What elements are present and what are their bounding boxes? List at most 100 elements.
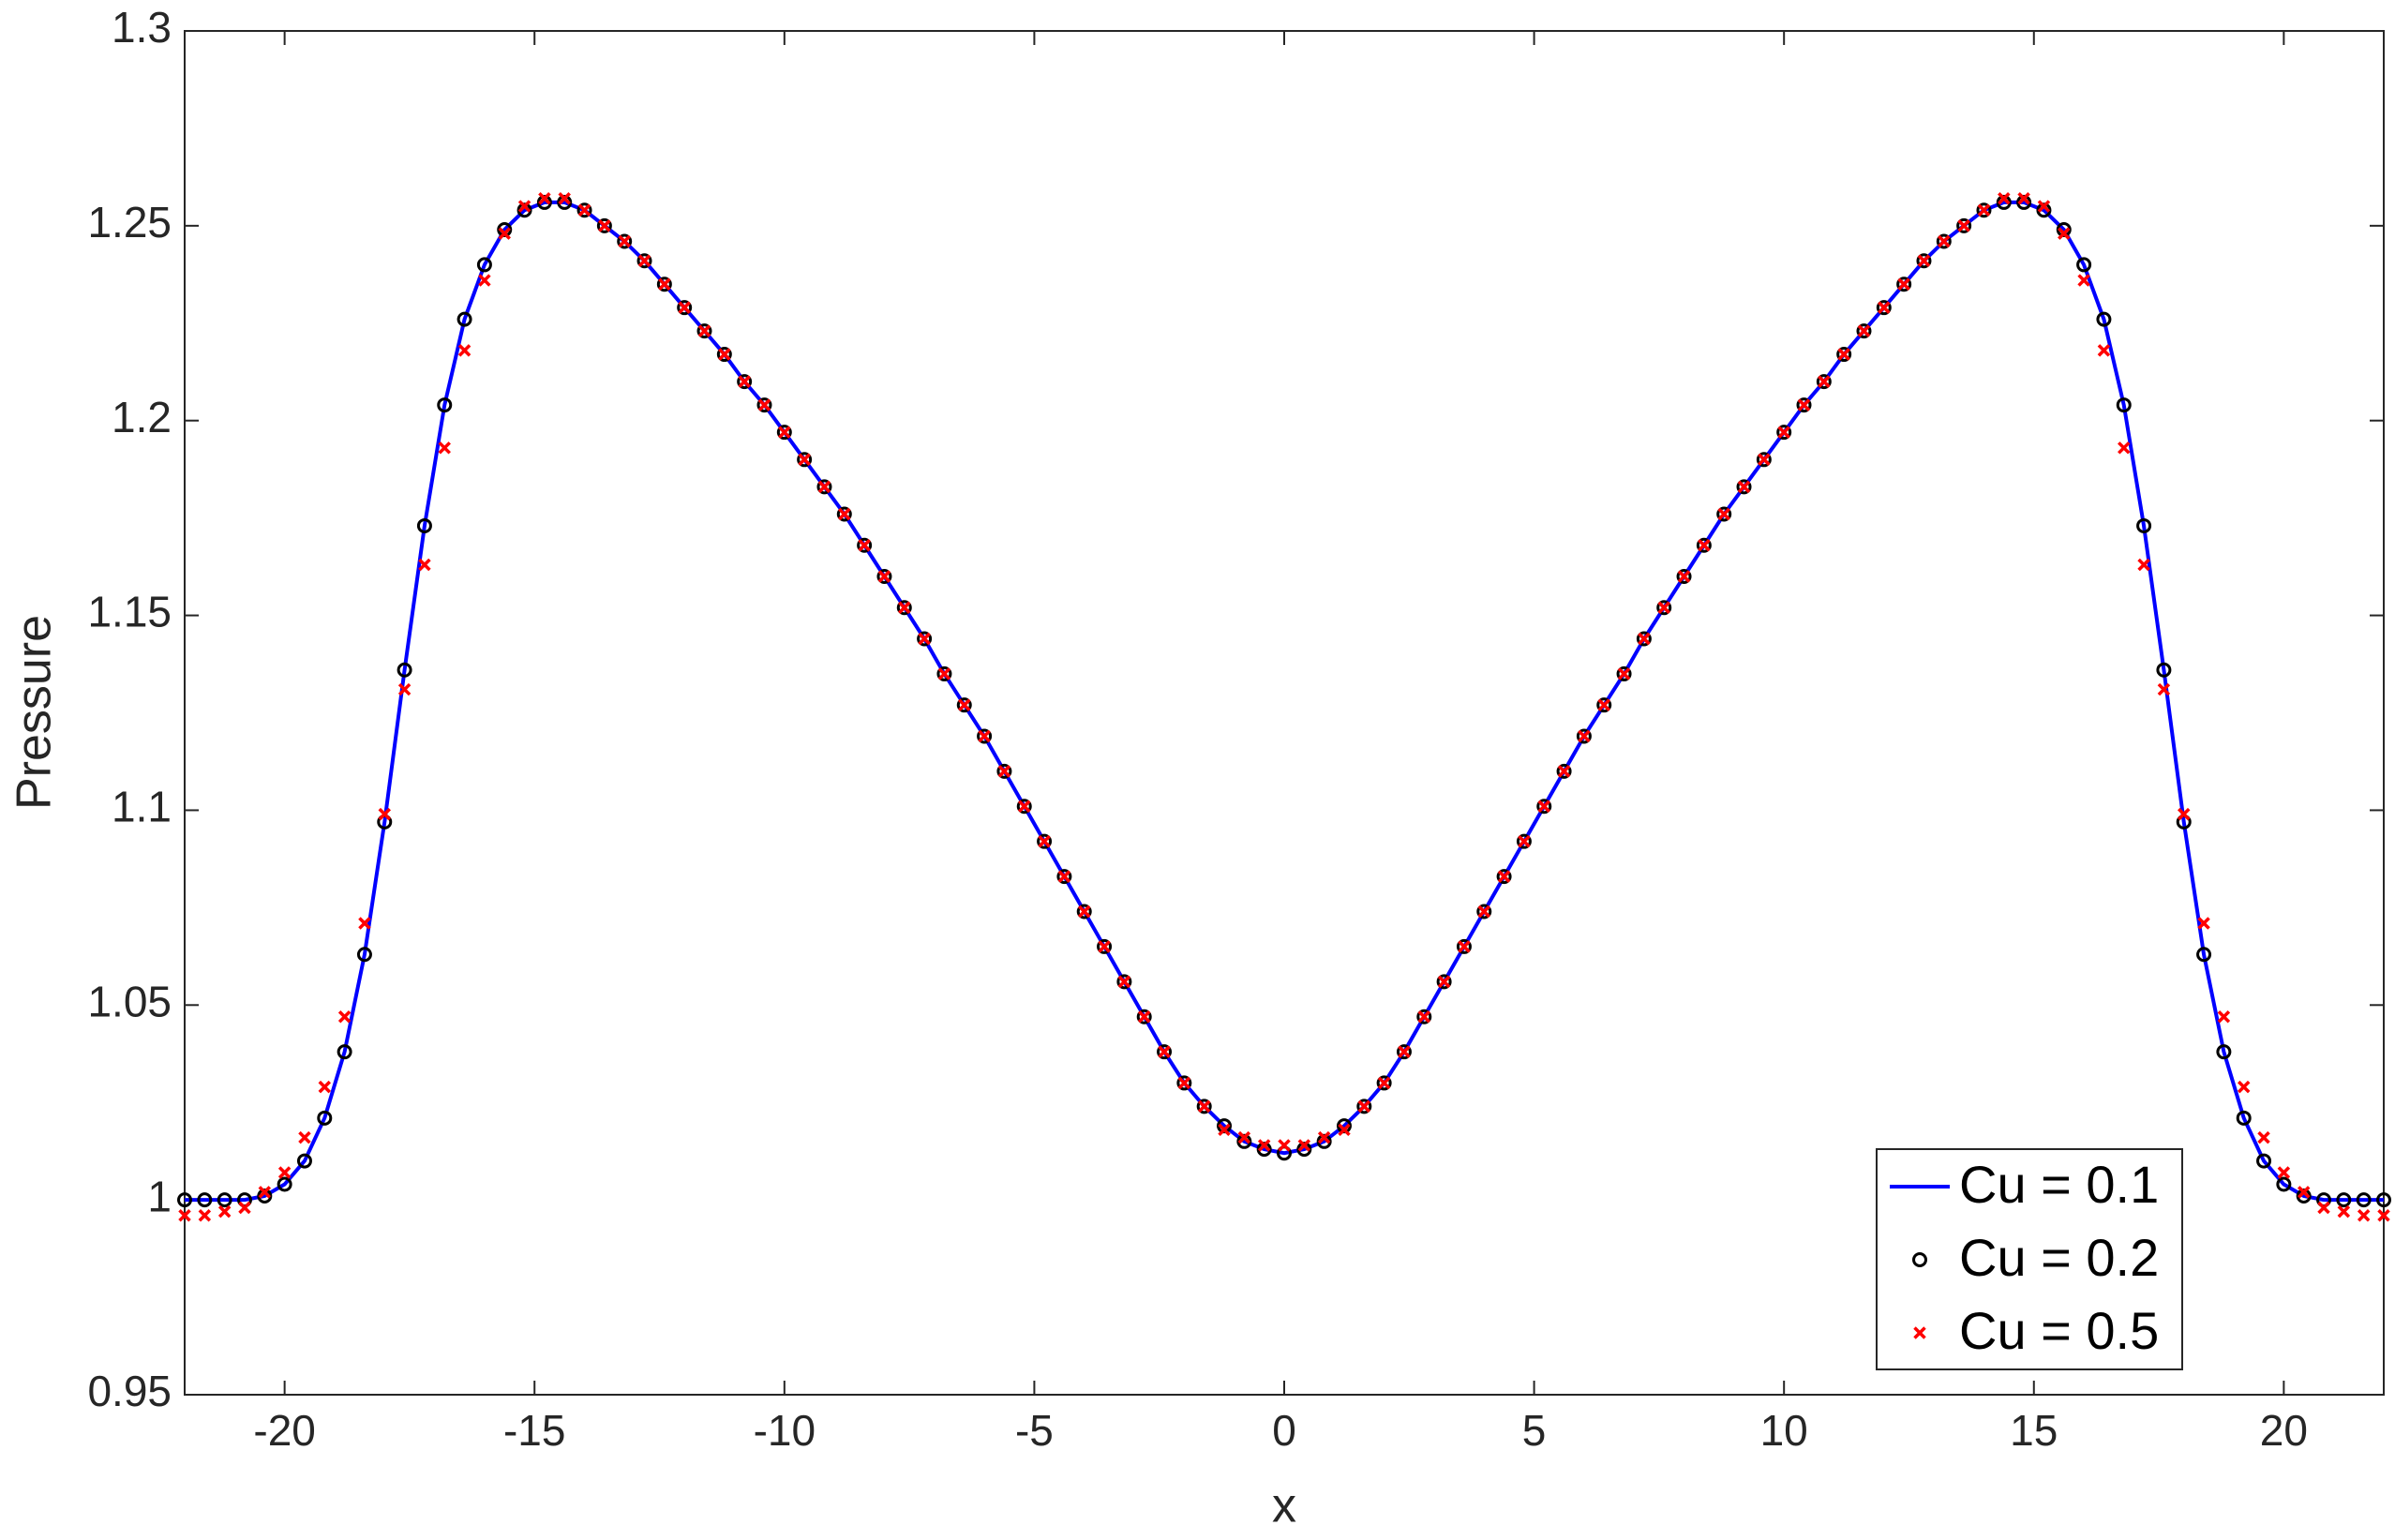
marker-x xyxy=(2197,917,2210,930)
marker-x xyxy=(178,1209,191,1222)
marker-circle xyxy=(1157,1044,1173,1060)
marker-circle xyxy=(217,1192,232,1208)
marker-circle xyxy=(936,665,952,681)
marker-circle xyxy=(1136,1009,1152,1024)
marker-x xyxy=(1818,375,1831,388)
marker-circle xyxy=(1916,253,1932,269)
marker-x xyxy=(1018,800,1031,814)
marker-circle xyxy=(956,697,972,713)
marker-x xyxy=(1257,1139,1271,1152)
marker-x xyxy=(1117,975,1131,989)
marker-x xyxy=(1657,601,1670,614)
marker-circle xyxy=(737,374,753,390)
marker-circle xyxy=(2356,1192,2372,1208)
marker-x xyxy=(1338,1123,1351,1137)
x-tick-label: 0 xyxy=(1272,1406,1296,1455)
y-tick-label: 1.1 xyxy=(112,783,172,831)
marker-x xyxy=(2097,344,2111,357)
marker-x xyxy=(637,254,651,268)
marker-x xyxy=(277,1166,292,1179)
marker-x xyxy=(517,200,531,213)
marker-circle xyxy=(317,1110,333,1126)
marker-circle xyxy=(1396,1044,1412,1060)
marker-x xyxy=(1098,940,1111,953)
marker-x xyxy=(2058,227,2071,240)
marker-circle xyxy=(1616,665,1632,681)
marker-circle xyxy=(1896,277,1912,292)
marker-x xyxy=(838,507,851,521)
marker-circle xyxy=(2136,517,2152,533)
x-tick-label: 15 xyxy=(2010,1406,2058,1455)
marker-x xyxy=(1878,301,1891,314)
marker-x xyxy=(358,917,371,930)
marker-circle xyxy=(2336,1192,2352,1208)
x-tick-label: 20 xyxy=(2260,1406,2308,1455)
marker-circle xyxy=(457,311,472,327)
marker-circle xyxy=(1736,479,1752,495)
marker-circle xyxy=(2276,1176,2292,1192)
marker-x xyxy=(1857,324,1871,337)
x-tick-label: -10 xyxy=(754,1406,816,1455)
legend-symbol xyxy=(1912,1252,1927,1267)
marker-circle xyxy=(1956,217,1972,233)
marker-x xyxy=(2118,441,2131,455)
marker-x xyxy=(598,219,611,232)
marker-circle xyxy=(296,1153,312,1169)
marker-x xyxy=(697,324,711,337)
marker-circle xyxy=(917,631,933,647)
marker-x xyxy=(318,1080,332,1094)
marker-x xyxy=(1177,1076,1191,1090)
marker-x xyxy=(997,765,1011,778)
marker-x xyxy=(1797,398,1811,411)
marker-circle xyxy=(1556,763,1572,779)
marker-circle xyxy=(857,537,873,553)
marker-x xyxy=(1557,765,1571,778)
marker-x xyxy=(198,1209,212,1222)
y-tick-label: 1.15 xyxy=(87,588,172,636)
legend-label: Cu = 0.5 xyxy=(1959,1301,2159,1360)
marker-x xyxy=(1218,1123,1231,1137)
marker-x xyxy=(298,1130,311,1144)
marker-x xyxy=(858,539,871,552)
legend-label: Cu = 0.1 xyxy=(1959,1155,2159,1214)
marker-circle xyxy=(896,600,912,616)
marker-circle xyxy=(2196,947,2212,963)
marker-x xyxy=(258,1186,272,1199)
marker-circle xyxy=(416,517,432,533)
marker-x xyxy=(2357,1209,2371,1222)
marker-circle xyxy=(836,506,852,522)
marker-circle xyxy=(1196,1099,1212,1114)
marker-circle xyxy=(2156,662,2172,678)
marker-x xyxy=(2237,1080,2251,1094)
marker-x xyxy=(1897,277,1910,291)
x-tick-label: 5 xyxy=(1522,1406,1547,1455)
marker-circle xyxy=(1536,799,1552,815)
marker-circle xyxy=(1516,833,1532,849)
marker-x xyxy=(1458,940,1471,953)
marker-circle xyxy=(1856,323,1872,339)
marker-circle xyxy=(1776,425,1792,441)
x-tick-label: -15 xyxy=(503,1406,565,1455)
marker-circle xyxy=(1576,728,1592,744)
marker-x xyxy=(1537,800,1550,814)
marker-x xyxy=(1237,1130,1251,1144)
marker-x xyxy=(778,426,791,439)
marker-circle xyxy=(656,277,672,292)
marker-x xyxy=(2037,200,2051,213)
legend-symbol xyxy=(1913,1326,1926,1339)
x-axis-label: x xyxy=(1272,1479,1296,1533)
marker-circle xyxy=(1716,506,1732,522)
marker-x xyxy=(1638,632,1651,646)
marker-circle xyxy=(1456,938,1472,954)
marker-circle xyxy=(1936,233,1952,249)
marker-x xyxy=(1497,870,1511,883)
marker-x xyxy=(538,192,551,205)
y-tick-label: 1.25 xyxy=(87,198,172,247)
marker-x xyxy=(2177,807,2191,821)
marker-circle xyxy=(677,300,693,316)
marker-x xyxy=(1837,348,1850,361)
marker-x xyxy=(1758,453,1771,467)
marker-circle xyxy=(1876,300,1892,316)
marker-circle xyxy=(337,1044,352,1060)
